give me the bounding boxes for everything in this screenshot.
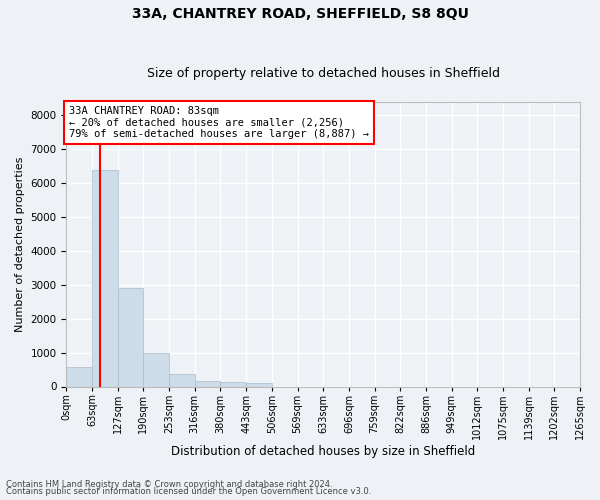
Bar	[220, 382, 246, 386]
Bar	[169, 374, 195, 386]
Title: Size of property relative to detached houses in Sheffield: Size of property relative to detached ho…	[147, 66, 500, 80]
Bar	[67, 367, 92, 386]
Bar	[195, 380, 220, 386]
Text: 33A, CHANTREY ROAD, SHEFFIELD, S8 8QU: 33A, CHANTREY ROAD, SHEFFIELD, S8 8QU	[131, 8, 469, 22]
Bar	[92, 170, 118, 386]
Y-axis label: Number of detached properties: Number of detached properties	[15, 156, 25, 332]
Bar	[118, 288, 143, 386]
Text: Contains HM Land Registry data © Crown copyright and database right 2024.: Contains HM Land Registry data © Crown c…	[6, 480, 332, 489]
Text: Contains public sector information licensed under the Open Government Licence v3: Contains public sector information licen…	[6, 487, 371, 496]
Bar	[246, 384, 272, 386]
Bar	[143, 353, 169, 386]
X-axis label: Distribution of detached houses by size in Sheffield: Distribution of detached houses by size …	[171, 444, 475, 458]
Text: 33A CHANTREY ROAD: 83sqm
← 20% of detached houses are smaller (2,256)
79% of sem: 33A CHANTREY ROAD: 83sqm ← 20% of detach…	[69, 106, 369, 139]
